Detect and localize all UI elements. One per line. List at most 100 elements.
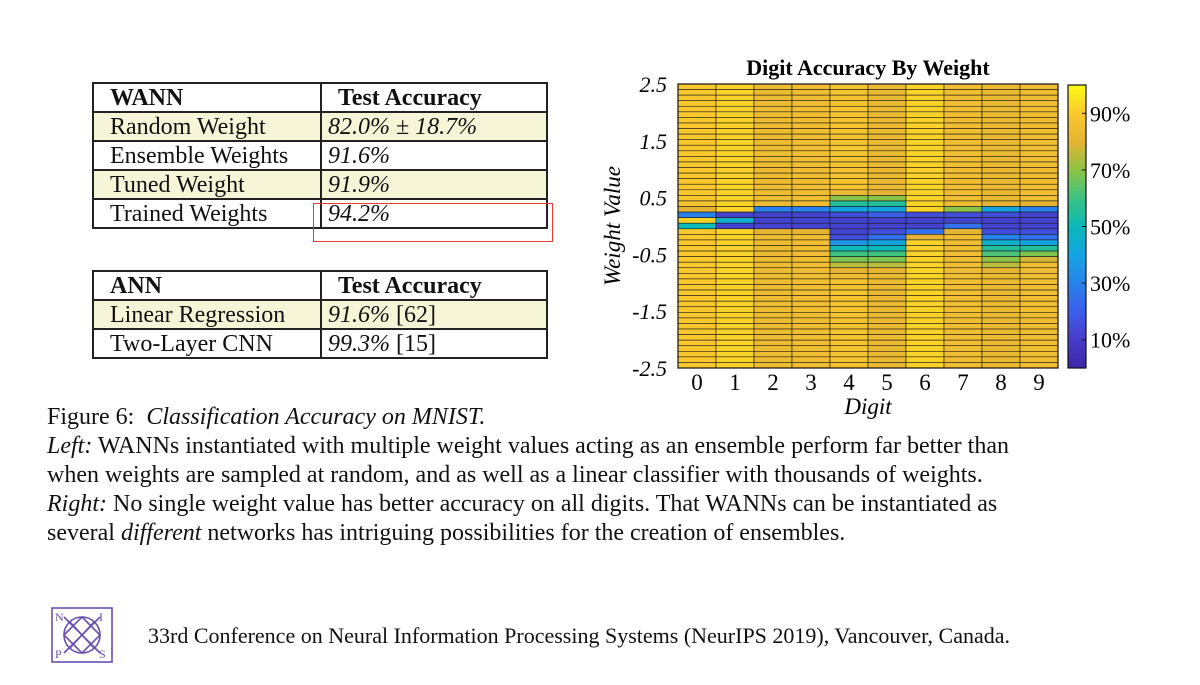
heatmap-cell <box>829 339 869 347</box>
x-tick-label: 8 <box>995 370 1007 395</box>
heatmap-cell <box>905 323 945 330</box>
heatmap-cell <box>943 94 983 102</box>
heatmap-cell <box>905 234 945 241</box>
heatmap-cell <box>981 323 1021 330</box>
heatmap-cell <box>791 278 831 285</box>
heatmap-cell <box>715 178 755 185</box>
heatmap-cell <box>715 128 755 135</box>
heatmap-cell <box>829 245 869 252</box>
heatmap-cell <box>791 356 831 363</box>
heatmap-cell <box>981 295 1021 302</box>
heatmap-cell <box>677 328 717 335</box>
digit-accuracy-heatmap: Digit Accuracy By Weight 0 1 2 3 4 5 6 7 8 9 Digit 2… <box>600 55 1130 419</box>
heatmap-cell <box>943 211 983 218</box>
caption-right-line-2: several different networks has intriguin… <box>47 519 1157 548</box>
heatmap-cell <box>753 250 793 257</box>
heatmap-cell <box>677 345 717 352</box>
chart-title: Digit Accuracy By Weight <box>746 55 990 80</box>
heatmap-cell <box>867 144 907 152</box>
colorbar-tick-label: 30% <box>1090 271 1130 296</box>
heatmap-cell <box>943 105 983 113</box>
heatmap-cell <box>677 256 717 263</box>
heatmap-cell <box>677 317 717 324</box>
colorbar-segment <box>1068 337 1086 342</box>
heatmap-cell <box>943 228 983 235</box>
heatmap-cell <box>867 222 907 230</box>
heatmap-cell <box>1019 167 1059 174</box>
heatmap-cell <box>867 312 907 319</box>
heatmap-cell <box>677 284 717 291</box>
heatmap-cell <box>715 144 755 152</box>
colorbar-segment <box>1068 133 1086 139</box>
heatmap-cell <box>905 105 945 113</box>
heatmap-cell <box>677 222 717 230</box>
heatmap-cell <box>981 317 1021 324</box>
heatmap-cell <box>905 161 945 168</box>
y-tick-label: -2.5 <box>632 356 667 381</box>
heatmap-cell <box>943 273 983 280</box>
heatmap-cell <box>677 144 717 152</box>
colorbar-segment <box>1068 204 1086 210</box>
row-label: Linear Regression <box>92 299 322 330</box>
heatmap-cell <box>905 222 945 230</box>
heatmap-cell <box>867 206 907 213</box>
x-tick-label: 9 <box>1033 370 1045 395</box>
heatmap-cell <box>677 206 717 213</box>
heatmap-cell <box>943 117 983 124</box>
heatmap-cell <box>715 183 755 191</box>
heatmap-cell <box>943 339 983 347</box>
heatmap-cell <box>829 261 869 269</box>
heatmap-cell <box>867 156 907 163</box>
heatmap-cell <box>829 222 869 230</box>
colorbar-segment <box>1068 199 1086 205</box>
heatmap-cell <box>715 206 755 213</box>
heatmap-cell <box>753 334 793 341</box>
heatmap-cell <box>753 183 793 191</box>
heatmap-cell <box>1019 206 1059 213</box>
heatmap-cell <box>867 128 907 135</box>
heatmap-cell <box>1019 261 1059 269</box>
heatmap-cell <box>981 139 1021 146</box>
heatmap-cell <box>753 245 793 252</box>
heatmap-cell <box>867 273 907 280</box>
y-tick-label: 2.5 <box>640 72 668 97</box>
heatmap-cell <box>905 306 945 313</box>
heatmap-cell <box>677 156 717 163</box>
heatmap-cell <box>677 306 717 313</box>
heatmap-cell <box>981 345 1021 352</box>
heatmap-cell <box>715 239 755 246</box>
heatmap-cell <box>981 328 1021 335</box>
heatmap-cell <box>753 139 793 146</box>
colorbar-segment <box>1068 89 1086 95</box>
heatmap-cell <box>791 256 831 263</box>
heatmap-cell <box>791 200 831 207</box>
heatmap-cell <box>943 328 983 335</box>
heatmap-cell <box>1019 317 1059 324</box>
colorbar-segment <box>1068 115 1086 121</box>
heatmap-cell <box>867 345 907 352</box>
colorbar-segment <box>1068 244 1086 250</box>
heatmap-cell <box>677 300 717 308</box>
heatmap-cell <box>753 122 793 129</box>
heatmap-cell <box>943 217 983 224</box>
heatmap-cell <box>791 83 831 90</box>
colorbar-segment <box>1068 297 1086 303</box>
heatmap-cell <box>943 178 983 185</box>
heatmap-cell <box>943 183 983 191</box>
heatmap-cell <box>715 289 755 296</box>
heatmap-cell <box>715 167 755 174</box>
heatmap-cell <box>677 362 717 369</box>
heatmap-cell <box>791 345 831 352</box>
heatmap-cell <box>753 83 793 90</box>
heatmap-cell <box>753 178 793 185</box>
table-row: Tuned Weight 91.9% <box>92 169 548 200</box>
heatmap-cell <box>1019 339 1059 347</box>
heatmap-cell <box>753 261 793 269</box>
heatmap-cell <box>867 295 907 302</box>
heatmap-cell <box>905 100 945 107</box>
colorbar-segment <box>1068 341 1086 347</box>
heatmap-cell <box>753 273 793 280</box>
row-label: Trained Weights <box>92 198 322 229</box>
heatmap-cell <box>829 362 869 369</box>
colorbar-segment <box>1068 345 1086 351</box>
